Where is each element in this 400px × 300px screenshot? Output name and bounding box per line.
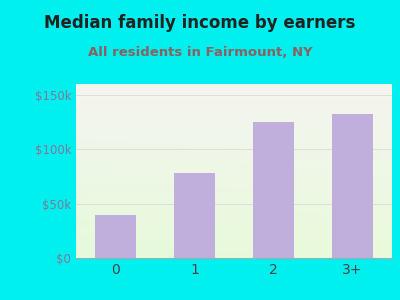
Bar: [253, 122, 294, 258]
Bar: [332, 114, 373, 258]
Text: Median family income by earners: Median family income by earners: [44, 14, 356, 32]
Bar: [174, 173, 215, 258]
Bar: [95, 214, 136, 258]
Text: All residents in Fairmount, NY: All residents in Fairmount, NY: [88, 46, 312, 59]
